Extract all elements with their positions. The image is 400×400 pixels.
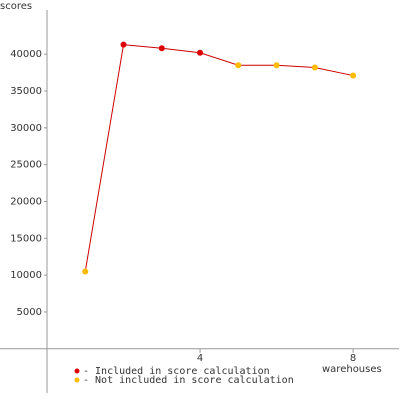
legend-marker [74,377,80,383]
y-tick-label: 25000 [10,160,42,171]
data-point [273,62,280,69]
x-tick-label: 4 [197,353,203,364]
y-tick-label: 5000 [17,307,42,318]
y-tick-label: 10000 [10,270,42,281]
data-point [82,268,89,275]
legend-label: - Not included in score calculation [83,375,294,386]
data-point [120,41,127,48]
y-tick-label: 40000 [10,49,42,60]
data-point [235,62,242,69]
data-line [84,44,354,272]
data-point [311,64,318,71]
x-tick-label: 8 [350,353,356,364]
legend-marker [74,368,80,374]
y-tick-label: 30000 [10,123,42,134]
data-point [158,45,165,52]
data-point [350,72,357,79]
y-tick-label: 20000 [10,197,42,208]
y-tick-label: 15000 [10,233,42,244]
legend-label: - Included in score calculation [83,366,270,377]
data-point [197,49,204,56]
y-axis-label: scores [0,1,32,12]
y-tick-label: 35000 [10,86,42,97]
x-axis-label: warehouses [322,364,382,375]
